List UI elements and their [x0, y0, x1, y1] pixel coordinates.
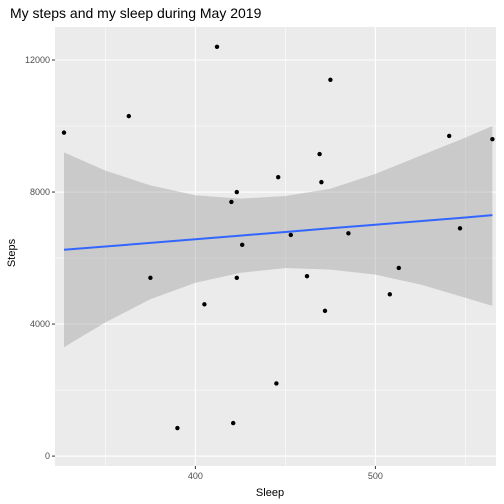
regression-line-layer [63, 214, 493, 251]
data-point [490, 137, 495, 142]
data-point [288, 232, 293, 238]
major-gridlines [55, 27, 496, 466]
data-point [214, 44, 220, 50]
data-point [61, 130, 67, 135]
data-point [175, 425, 180, 431]
data-point [276, 174, 281, 180]
x-axis: 400 500 [188, 466, 383, 481]
y-tick-label: 0 [45, 451, 50, 461]
plot-panel [55, 27, 496, 466]
data-point [457, 226, 463, 231]
data-point [148, 275, 153, 281]
chart-title: My steps and my sleep during May 2019 [10, 5, 262, 21]
data-point [319, 179, 324, 185]
data-point [274, 381, 279, 386]
minor-gridlines [55, 27, 496, 466]
data-point [447, 133, 452, 139]
y-axis-title: Steps [6, 238, 18, 267]
data-point [126, 113, 131, 119]
data-point [240, 242, 245, 248]
data-point [328, 77, 333, 83]
data-point [231, 420, 236, 426]
data-point [396, 265, 401, 271]
y-tick-label: 8000 [30, 187, 50, 197]
x-axis-title: Sleep [256, 487, 284, 499]
y-axis: 0 4000 8000 12000 [25, 55, 55, 461]
confidence-band [64, 126, 493, 348]
confidence-band-layer [64, 126, 493, 348]
data-point [322, 308, 328, 314]
y-tick-label: 12000 [25, 55, 50, 65]
data-point [234, 189, 239, 195]
points-layer [61, 44, 495, 431]
x-tick-label: 400 [188, 471, 203, 481]
y-tick-label: 4000 [30, 319, 50, 329]
data-point [387, 292, 392, 297]
data-point [346, 231, 351, 236]
data-point [317, 151, 322, 157]
data-point [229, 199, 234, 205]
x-tick-label: 500 [368, 471, 383, 481]
data-point [234, 275, 239, 281]
regression-line [63, 214, 493, 251]
data-point [304, 274, 310, 279]
data-point [202, 302, 207, 307]
